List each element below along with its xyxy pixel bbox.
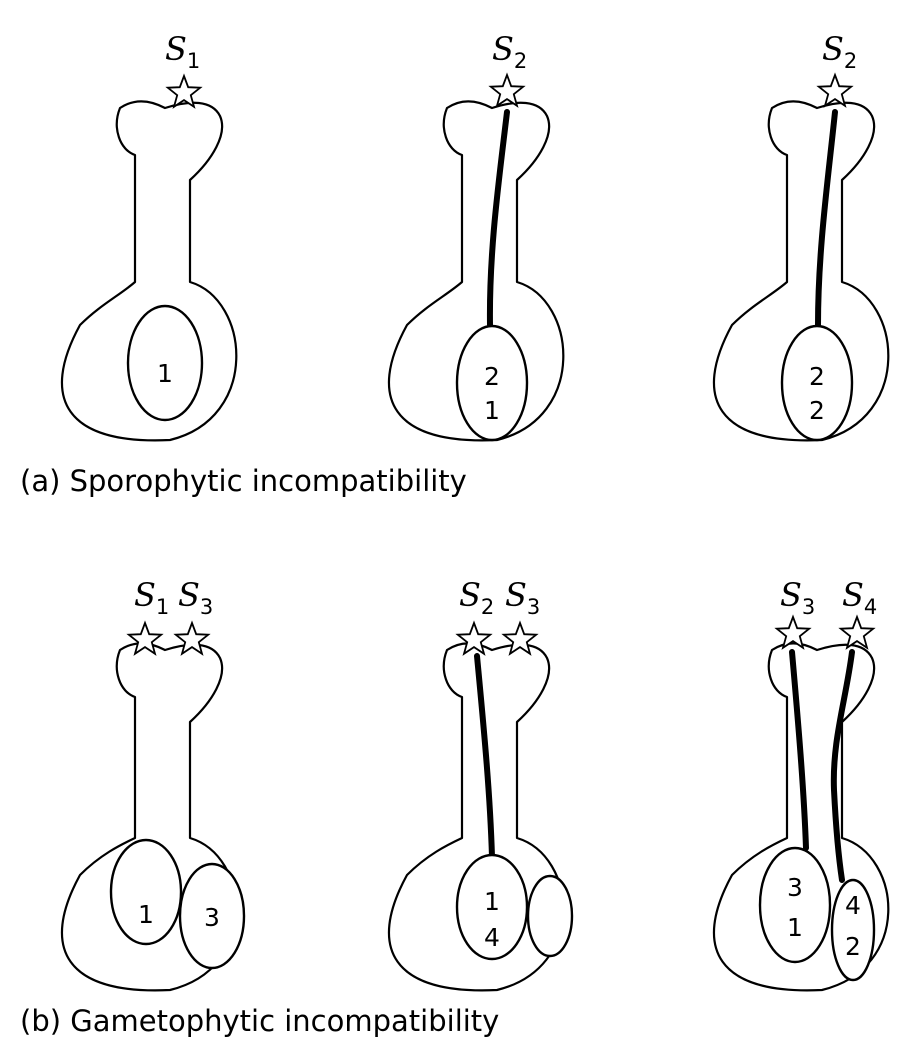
pollen-tube xyxy=(815,109,838,328)
ovule xyxy=(758,846,832,964)
ovule-number: 1 xyxy=(484,396,500,425)
pollen-label: S2 xyxy=(822,30,857,73)
ovule-number: 1 xyxy=(484,887,500,916)
pollen-grain-star-icon xyxy=(456,622,492,655)
ovule-number: 2 xyxy=(809,396,825,425)
pollen-label: S2 xyxy=(459,576,494,619)
panel-a3: S2 2 2 xyxy=(712,30,890,442)
ovule-number: 1 xyxy=(157,359,173,388)
panel-a2: S2 2 1 xyxy=(387,30,565,442)
pollen-label: S3 xyxy=(780,576,815,619)
panel-b2: S2 S3 1 4 xyxy=(387,576,574,992)
pollen-label: S1 xyxy=(134,576,169,619)
pollen-grain-star-icon xyxy=(127,622,163,655)
ovule xyxy=(830,878,876,982)
pollen-label: S4 xyxy=(842,576,877,619)
panel-b3: S3 S4 3 1 4 2 xyxy=(712,576,890,992)
ovule-number: 3 xyxy=(204,903,220,932)
pollen-label: S3 xyxy=(178,576,213,619)
ovule-number: 4 xyxy=(484,923,500,952)
pollen-tube xyxy=(789,649,809,851)
ovule-number: 4 xyxy=(845,891,861,920)
pollen-grain-star-icon xyxy=(174,622,210,655)
ovule-number: 2 xyxy=(809,362,825,391)
pollen-grain-star-icon xyxy=(839,616,875,649)
pollen-tube xyxy=(486,109,510,328)
ovule xyxy=(455,324,529,442)
caption-gametophytic: (b) Gametophytic incompatibility xyxy=(20,1004,500,1038)
pollen-label: S1 xyxy=(165,30,200,73)
ovule xyxy=(178,862,246,970)
ovule xyxy=(126,304,204,422)
ovule xyxy=(780,324,854,442)
pollen-label: S3 xyxy=(505,576,540,619)
ovule xyxy=(455,853,529,961)
caption-sporophytic: (a) Sporophytic incompatibility xyxy=(20,464,467,498)
panel-a1: S1 1 xyxy=(60,30,238,442)
ovule-number: 2 xyxy=(845,932,861,961)
pollen-tube xyxy=(474,653,495,860)
ovule-number: 3 xyxy=(787,873,803,902)
ovule-number: 2 xyxy=(484,362,500,391)
pollen-grain-star-icon xyxy=(502,622,538,655)
pollen-label: S2 xyxy=(492,30,527,73)
pollen-tube xyxy=(830,649,855,883)
ovule xyxy=(526,874,574,958)
ovule-number: 1 xyxy=(138,900,154,929)
panel-b1: S1 S3 1 3 xyxy=(60,576,246,992)
ovule xyxy=(109,838,183,946)
pollen-grain-star-icon xyxy=(817,74,853,107)
ovule-number: 1 xyxy=(787,913,803,942)
pollen-grain-star-icon xyxy=(489,74,525,107)
